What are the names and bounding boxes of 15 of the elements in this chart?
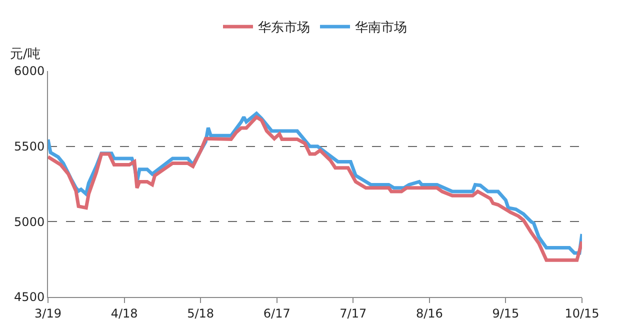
legend-label: 华南市场 bbox=[355, 20, 407, 36]
legend-label: 华东市场 bbox=[258, 20, 310, 36]
x-tick-label: 3/19 bbox=[34, 306, 62, 320]
x-tick-label: 6/17 bbox=[263, 306, 290, 320]
y-tick-label: 5000 bbox=[14, 214, 45, 229]
y-axis-title: 元/吨 bbox=[10, 47, 40, 62]
x-tick-label: 4/18 bbox=[110, 306, 138, 320]
y-tick-label: 6000 bbox=[14, 64, 45, 78]
x-tick-label: 8/16 bbox=[416, 306, 443, 320]
y-tick-label: 5500 bbox=[14, 140, 45, 154]
x-tick-label: 10/15 bbox=[564, 306, 600, 320]
x-tick-label: 7/17 bbox=[340, 306, 367, 320]
y-tick-label: 4500 bbox=[14, 290, 45, 304]
x-tick-label: 5/18 bbox=[187, 306, 214, 320]
x-tick-label: 9/15 bbox=[492, 306, 520, 320]
